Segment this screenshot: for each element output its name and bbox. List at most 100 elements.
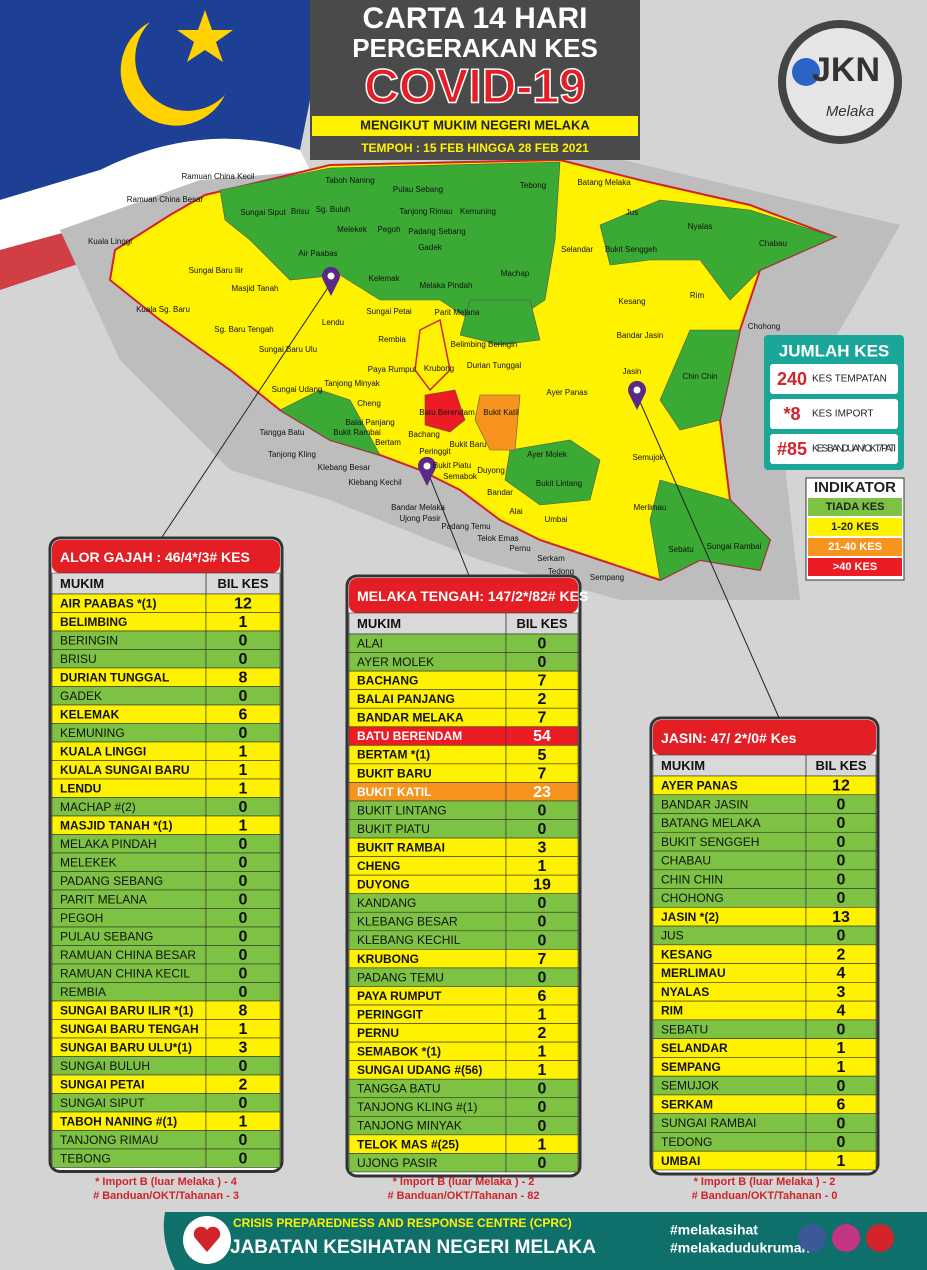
case-count: 0 — [239, 1058, 248, 1075]
mukim: SUNGAI BARU ILIR *(1) — [60, 1003, 193, 1017]
map-label: Melaka Pindah — [420, 281, 473, 290]
table-note: # Banduan/OKT/Tahanan - 0 — [692, 1190, 838, 1202]
map-label: Parit Melana — [435, 308, 480, 317]
case-count: 1 — [538, 1062, 547, 1079]
logo-place: Melaka — [826, 103, 874, 120]
case-count: 1 — [837, 1059, 846, 1076]
case-count: 0 — [538, 1155, 547, 1172]
pin — [628, 380, 646, 410]
map-label: Kelemak — [368, 274, 400, 283]
case-count: 7 — [538, 765, 547, 782]
map-label: Bukit Rambai — [333, 428, 381, 437]
table-header — [349, 578, 578, 613]
table-title: JASIN: 47/ 2*/0# Kes — [661, 730, 797, 746]
region-red — [424, 389, 466, 433]
mukim: SERKAM — [661, 1097, 713, 1111]
mukim: TEDONG — [661, 1135, 712, 1149]
map-label: Air Paabas — [298, 249, 337, 258]
indicator-label: 1-20 KES — [831, 521, 879, 533]
mukim: BATANG MELAKA — [661, 816, 761, 830]
case-count: 8 — [239, 1002, 248, 1019]
map-label: Rembia — [378, 335, 406, 344]
map-label: Ramuan China Kecil — [182, 172, 255, 181]
map-label: Kesang — [618, 297, 645, 306]
mukim: KUALA LINGGI — [60, 744, 146, 758]
case-count: 0 — [239, 836, 248, 853]
case-count: 0 — [239, 1132, 248, 1149]
facebook-icon[interactable] — [798, 1224, 826, 1252]
map-label: Cheng — [357, 399, 381, 408]
mukim: TEBONG — [60, 1151, 111, 1165]
case-count: 1 — [538, 1044, 547, 1061]
map-label: Jasin — [623, 367, 642, 376]
map-label: Tanjong Rimau — [399, 207, 452, 216]
case-count: 0 — [837, 1115, 846, 1132]
case-count: 3 — [239, 1039, 248, 1056]
map-label: Duyong — [477, 466, 505, 475]
map-label: Tangga Batu — [260, 428, 305, 437]
map-label: Klebang Kechil — [348, 478, 402, 487]
mukim: BUKIT SENGGEH — [661, 835, 759, 849]
mukim: SUNGAI PETAI — [60, 1077, 144, 1091]
mukim: AIR PAABAS *(1) — [60, 596, 156, 610]
case-count: 0 — [239, 910, 248, 927]
map-label: Sungai Baru Ulu — [259, 345, 317, 354]
map-label: Batu Berendam — [419, 408, 475, 417]
mukim: KRUBONG — [357, 952, 419, 966]
map-label: Sungai Rambai — [707, 542, 762, 551]
mukim: MELAKA PINDAH — [60, 837, 157, 851]
case-count: 2 — [538, 691, 547, 708]
mukim: BANDAR JASIN — [661, 797, 748, 811]
youtube-icon[interactable] — [866, 1224, 894, 1252]
map-label: Bukit Katil — [483, 408, 519, 417]
map-label: Bukit Lintang — [536, 479, 582, 488]
hashtag: #melakadudukrumah — [670, 1240, 810, 1256]
case-count: 6 — [837, 1097, 846, 1114]
mukim: RIM — [661, 1004, 683, 1018]
case-count: 4 — [837, 1003, 846, 1020]
mukim: SEBATU — [661, 1022, 708, 1036]
indicator-swatch — [808, 498, 902, 516]
case-count: 1 — [239, 780, 248, 797]
column-label: BIL KES — [217, 576, 268, 591]
map-label: Gadek — [418, 243, 443, 252]
mukim: UJONG PASIR — [357, 1156, 438, 1170]
case-count: 0 — [239, 928, 248, 945]
mukim: KUALA SUNGAI BARU — [60, 763, 190, 777]
mukim: JUS — [661, 929, 684, 943]
mukim: MACHAP #(2) — [60, 800, 136, 814]
row-bg — [205, 1148, 281, 1168]
summary-item-box — [770, 364, 898, 394]
mukim: SUNGAI RAMBAI — [661, 1116, 756, 1130]
summary-items: 240 KES TEMPATAN *8 KES IMPORT #85 KES BANDUA… — [770, 364, 898, 464]
map-label: Pulau Sebang — [393, 185, 443, 194]
map-label: Serkam — [537, 554, 565, 563]
mukim: SEMABOK *(1) — [357, 1045, 441, 1059]
table-note: * Import B (luar Melaka ) - 2 — [393, 1176, 535, 1188]
table-note: * Import B (luar Melaka ) - 4 — [95, 1176, 238, 1188]
case-count: 6 — [538, 988, 547, 1005]
mukim: BUKIT PIATU — [357, 822, 430, 836]
summary-title: JUMLAH KES — [779, 341, 890, 360]
summary-count: *8 — [783, 404, 800, 424]
instagram-icon[interactable] — [832, 1224, 860, 1252]
case-count: 0 — [239, 873, 248, 890]
logo — [786, 28, 894, 136]
mukim: BUKIT KATIL — [357, 785, 431, 799]
case-count: 0 — [837, 1134, 846, 1151]
mukim: BALAI PANJANG — [357, 692, 455, 706]
case-count: 23 — [533, 784, 551, 801]
region-green — [219, 161, 561, 331]
mukim: AYER MOLEK — [357, 655, 434, 669]
map-label: Bandar — [487, 488, 513, 497]
case-count: 19 — [533, 877, 551, 894]
mukim: KANDANG — [357, 896, 416, 910]
mukim: BERTAM *(1) — [357, 748, 430, 762]
case-count: 0 — [837, 815, 846, 832]
table-note: * Import B (luar Melaka ) - 2 — [694, 1176, 836, 1188]
summary-item-box — [770, 399, 898, 429]
mukim: LENDU — [60, 781, 101, 795]
case-count: 0 — [837, 1021, 846, 1038]
row-bg — [805, 1150, 877, 1171]
map-label: Tanjong Kling — [268, 450, 316, 459]
